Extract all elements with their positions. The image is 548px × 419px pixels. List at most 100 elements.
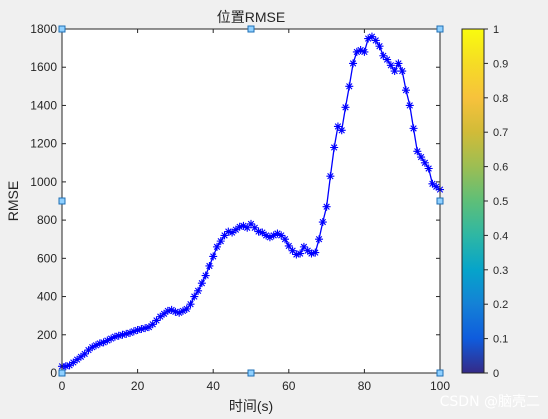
rmse-series-markers	[58, 32, 444, 371]
data-point-marker	[156, 312, 165, 321]
data-point-marker	[163, 306, 172, 315]
x-tick-label: 100	[430, 379, 450, 393]
data-point-marker	[299, 242, 308, 251]
data-point-marker	[122, 329, 131, 338]
colorbar-tick-label: 0.8	[493, 93, 508, 105]
data-point-marker	[99, 338, 108, 347]
resize-handle[interactable]	[247, 25, 255, 33]
data-point-marker	[269, 231, 278, 240]
colorbar-tick-label: 0.7	[493, 127, 508, 139]
data-point-marker	[141, 324, 150, 333]
colorbar-tick-label: 0.6	[493, 162, 508, 174]
colorbar-tick-label: 1	[493, 24, 499, 36]
data-point-marker	[413, 147, 422, 156]
data-point-marker	[92, 341, 101, 350]
resize-handle[interactable]	[247, 369, 255, 377]
data-point-marker	[171, 307, 180, 316]
y-tick-label: 200	[37, 328, 57, 342]
data-point-marker	[367, 32, 376, 41]
data-point-marker	[254, 227, 263, 236]
data-point-marker	[152, 316, 161, 325]
data-point-marker	[178, 306, 187, 315]
colorbar-tick-label: 0	[493, 368, 499, 380]
data-point-marker	[209, 252, 218, 261]
data-point-marker	[220, 231, 229, 240]
data-point-marker	[114, 331, 123, 340]
data-point-marker	[133, 326, 142, 334]
data-point-marker	[231, 225, 240, 234]
data-point-marker	[95, 339, 104, 348]
data-point-marker	[69, 358, 78, 367]
data-point-marker	[197, 279, 206, 288]
data-point-marker	[386, 61, 395, 70]
selection-handles[interactable]	[58, 25, 444, 377]
data-point-marker	[235, 222, 244, 231]
data-point-marker	[428, 179, 437, 188]
data-point-marker	[80, 349, 89, 358]
x-tick-label: 60	[282, 379, 296, 393]
data-point-marker	[126, 328, 135, 337]
resize-handle[interactable]	[436, 197, 444, 205]
data-point-marker	[405, 101, 414, 110]
data-point-marker	[228, 228, 237, 237]
resize-handle[interactable]	[58, 197, 66, 205]
y-tick-label: 1800	[30, 22, 57, 36]
data-point-marker	[167, 305, 176, 314]
data-point-marker	[375, 42, 384, 51]
colorbar-tick-label: 0.5	[493, 196, 508, 208]
resize-handle[interactable]	[436, 25, 444, 33]
data-point-marker	[349, 59, 358, 68]
data-point-marker	[88, 343, 97, 352]
data-point-marker	[216, 237, 225, 246]
resize-handle[interactable]	[436, 369, 444, 377]
data-point-marker	[73, 355, 82, 364]
watermark: CSDN @脑壳二	[440, 393, 540, 410]
y-tick-label: 400	[37, 290, 57, 304]
y-axis-label: RMSE	[5, 181, 21, 221]
data-point-marker	[201, 271, 210, 280]
data-point-marker	[273, 229, 282, 238]
data-point-marker	[390, 67, 399, 76]
data-point-marker	[352, 47, 361, 56]
data-point-marker	[243, 223, 252, 232]
chart-title: 位置RMSE	[217, 9, 285, 25]
data-point-marker	[239, 221, 248, 230]
data-point-marker	[307, 249, 316, 258]
data-point-marker	[148, 320, 157, 329]
colorbar-tick-label: 0.9	[493, 58, 508, 70]
data-point-marker	[284, 241, 293, 250]
data-point-marker	[76, 352, 85, 361]
resize-handle[interactable]	[58, 369, 66, 377]
data-point-marker	[205, 261, 214, 270]
data-point-marker	[356, 46, 365, 55]
data-point-marker	[360, 47, 369, 56]
y-tick-label: 1600	[30, 60, 57, 74]
x-tick-label: 0	[59, 379, 66, 393]
data-point-marker	[281, 235, 290, 244]
data-point-marker	[341, 103, 350, 112]
data-point-marker	[110, 332, 119, 341]
x-tick-label: 20	[131, 379, 145, 393]
data-point-marker	[303, 246, 312, 255]
data-point-marker	[84, 346, 93, 355]
data-point-marker	[175, 308, 184, 317]
data-point-marker	[262, 231, 271, 240]
data-point-marker	[107, 334, 116, 343]
data-point-marker	[326, 172, 335, 181]
data-point-marker	[129, 327, 138, 336]
data-point-marker	[65, 361, 74, 370]
data-point-marker	[258, 228, 267, 237]
plot-area	[62, 29, 440, 373]
x-axis: 0 20 40 60 80 100	[59, 29, 450, 393]
y-tick-label: 800	[37, 213, 57, 227]
data-point-marker	[420, 158, 429, 167]
resize-handle[interactable]	[58, 25, 66, 33]
y-tick-label: 1000	[30, 175, 57, 189]
data-point-marker	[398, 67, 407, 76]
y-tick-label: 1200	[30, 137, 57, 151]
colorbar-tick-label: 0.4	[493, 230, 508, 242]
data-point-marker	[144, 323, 153, 332]
data-point-marker	[61, 362, 70, 371]
y-tick-label: 600	[37, 251, 57, 265]
